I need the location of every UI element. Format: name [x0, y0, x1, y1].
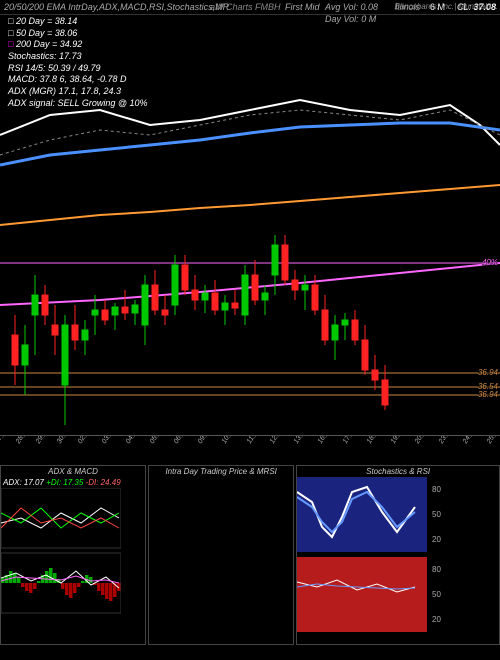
macd-label: MACD: 37.8 6, 38.64, -0.78 D	[8, 74, 148, 86]
ma20-label: □ 20 Day = 38.14	[8, 16, 148, 28]
panel2-title: Intra Day Trading Price & MRSI	[149, 466, 293, 477]
date-axis: 27_Jul28_Jul29_Jul30_Jul02_Aug03_Aug04_A…	[0, 436, 500, 465]
header-indicators: 20/50/200 EMA IntrDay,ADX,MACD,RSI,Stoch…	[4, 2, 229, 12]
panel1-title: ADX & MACD	[1, 466, 145, 477]
svg-text:80: 80	[432, 565, 441, 574]
avg-vol: Avg Vol: 0.08	[325, 2, 378, 12]
svg-text:80: 80	[432, 485, 441, 494]
stoch-label: Stochastics: 17.73	[8, 51, 148, 63]
adx-label: ADX (MGR) 17.1, 17.8, 24.3	[8, 86, 148, 98]
header-name: First Mid	[285, 2, 320, 12]
indicator-info: □ 20 Day = 38.14 □ 50 Day = 38.06 □ 200 …	[4, 14, 152, 112]
svg-text:20: 20	[432, 615, 441, 624]
ma50-label: □ 50 Day = 38.06	[8, 28, 148, 40]
svg-text:50: 50	[432, 510, 441, 519]
indicator-panels: ADX & MACD ADX: 17.07 +DI: 17.35 -DI: 24…	[0, 465, 500, 645]
header-symbol: aW Charts FMBH	[210, 2, 281, 12]
svg-text:50: 50	[432, 590, 441, 599]
adx-signal: ADX signal: SELL Growing @ 10%	[8, 98, 148, 110]
rsi-label: RSI 14/5: 50.39 / 49.79	[8, 63, 148, 75]
panel3-title: Stochastics & RSI	[297, 466, 499, 477]
panel1-info: ADX: 17.07 +DI: 17.35 -DI: 24.49	[1, 477, 145, 488]
svg-text:20: 20	[432, 535, 441, 544]
adx-macd-panel: ADX & MACD ADX: 17.07 +DI: 17.35 -DI: 24…	[0, 465, 146, 645]
header-company: Bancshares, Inc.| Munufakt...	[395, 2, 498, 11]
intraday-panel: Intra Day Trading Price & MRSI	[148, 465, 294, 645]
ma200-label: □ 200 Day = 34.92	[8, 39, 148, 51]
stoch-rsi-panel: Stochastics & RSI 80 80 50 50 20 20	[296, 465, 500, 645]
